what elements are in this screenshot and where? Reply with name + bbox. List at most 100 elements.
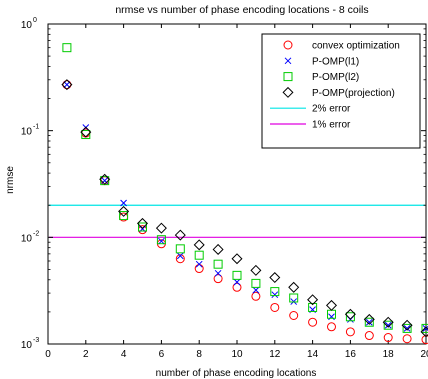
x-tick-label: 20 — [420, 349, 428, 360]
y-tick-exponent: -2 — [33, 230, 39, 237]
data-point-series-1 — [62, 80, 72, 90]
x-tick-label: 2 — [83, 349, 89, 360]
data-point-series-2 — [195, 260, 203, 268]
data-point-series-4 — [325, 299, 338, 311]
x-tick-label: 6 — [159, 349, 165, 360]
reference-lines — [49, 204, 425, 238]
data-point-series-4 — [118, 205, 130, 217]
x-tick-label: 14 — [307, 349, 319, 360]
x-tick-label: 4 — [121, 349, 127, 360]
data-point-series-2 — [403, 325, 411, 332]
data-point-series-3 — [308, 302, 318, 312]
x-tick-label: 10 — [231, 349, 243, 360]
x-tick-label: 12 — [269, 349, 281, 360]
data-point-series-3 — [232, 270, 242, 280]
legend-label: P-OMP(projection) — [312, 88, 395, 99]
data-point-series-4 — [99, 173, 111, 185]
legend-label: P-OMP(l2) — [312, 72, 359, 83]
data-point-series-2 — [158, 237, 165, 245]
data-point-series-2 — [120, 199, 127, 207]
data-point-series-1 — [402, 334, 412, 344]
legend-label: 1% error — [312, 120, 351, 131]
legend-marker-4 — [282, 86, 294, 98]
data-point-series-4 — [250, 264, 262, 276]
legend-label: convex optimization — [312, 41, 400, 52]
data-point-series-2 — [63, 81, 71, 89]
data-point-series-1 — [345, 327, 355, 337]
data-point-series-3 — [175, 244, 185, 254]
data-point-series-3 — [62, 43, 72, 53]
data-point-series-4 — [80, 126, 92, 138]
x-tick-label: 18 — [383, 349, 395, 360]
data-point-series-1 — [308, 317, 318, 327]
y-tick-label: 10 — [21, 20, 33, 31]
data-point-series-1 — [251, 291, 261, 301]
data-point-series-3 — [251, 278, 261, 288]
data-point-series-3 — [119, 211, 129, 221]
data-point-series-1 — [270, 302, 280, 312]
x-tick-label: 8 — [196, 349, 202, 360]
data-point-series-4 — [382, 316, 394, 328]
data-point-series-2 — [365, 318, 373, 326]
data-point-series-3 — [156, 235, 166, 245]
data-point-series-3 — [289, 293, 299, 303]
data-point-series-4 — [61, 79, 73, 91]
data-point-series-3 — [421, 323, 428, 333]
data-point-series-2 — [214, 269, 222, 277]
data-point-series-1 — [383, 333, 393, 343]
y-tick-exponent: -1 — [33, 124, 39, 131]
data-point-series-3 — [383, 320, 393, 330]
x-tick-label: 0 — [45, 349, 51, 360]
legend-marker-1 — [283, 40, 293, 50]
data-point-series-2 — [252, 286, 260, 294]
data-point-series-3 — [402, 323, 412, 333]
data-markers — [61, 43, 428, 345]
data-point-series-2 — [422, 325, 428, 332]
y-tick-exponent: 0 — [33, 17, 37, 24]
data-point-series-4 — [307, 294, 319, 306]
data-point-series-1 — [421, 335, 428, 345]
legend-marker-3 — [283, 72, 293, 82]
data-point-series-2 — [271, 291, 279, 299]
legend-box — [261, 33, 421, 149]
y-axis-label: nrmse — [5, 166, 16, 194]
data-point-series-3 — [364, 317, 374, 327]
legend-label: 2% error — [312, 104, 351, 115]
data-point-series-3 — [270, 287, 280, 297]
chart-title: nrmse vs number of phase encoding locati… — [115, 4, 368, 16]
axis-ticks: 0246810121416182010010-110-210-3 — [21, 17, 428, 360]
data-point-series-2 — [328, 313, 335, 321]
data-point-series-3 — [194, 250, 204, 260]
y-tick-label: 10 — [21, 233, 33, 244]
data-point-series-2 — [384, 321, 392, 329]
data-point-series-4 — [401, 319, 413, 331]
y-tick-label: 10 — [21, 340, 33, 351]
data-point-series-4 — [363, 313, 375, 325]
data-point-series-2 — [176, 252, 184, 260]
data-point-series-1 — [327, 322, 336, 332]
data-point-series-4 — [288, 281, 300, 293]
data-point-series-1 — [289, 311, 299, 321]
legend: convex optimization P-OMP(l1) P-OMP(l2) P-O… — [261, 33, 421, 149]
y-tick-exponent: -3 — [33, 337, 39, 344]
data-point-series-1 — [213, 274, 223, 284]
data-point-series-3 — [81, 130, 91, 140]
data-point-series-1 — [364, 331, 374, 341]
data-point-series-4 — [269, 272, 281, 284]
data-point-series-4 — [174, 229, 186, 241]
data-point-series-4 — [231, 253, 243, 265]
data-point-series-4 — [420, 326, 428, 338]
x-tick-label: 16 — [345, 349, 357, 360]
data-point-series-3 — [138, 222, 147, 232]
data-point-series-4 — [344, 308, 356, 320]
data-point-series-3 — [213, 259, 223, 269]
x-axis-label: number of phase encoding locations — [156, 368, 317, 379]
data-point-series-4 — [212, 243, 224, 255]
data-point-series-4 — [136, 217, 149, 229]
data-point-series-2 — [233, 278, 241, 286]
data-point-series-1 — [232, 282, 242, 292]
data-point-series-1 — [175, 254, 185, 264]
data-point-series-3 — [345, 312, 355, 322]
legend-label: P-OMP(l1) — [312, 56, 359, 67]
